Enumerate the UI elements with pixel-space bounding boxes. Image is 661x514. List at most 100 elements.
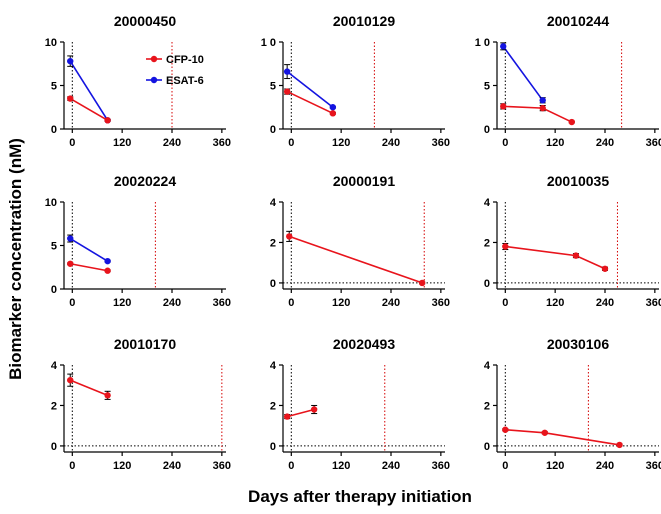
x-tick-label: 360 xyxy=(646,137,661,149)
x-tick-label: 240 xyxy=(163,137,181,149)
legend-label: CFP-10 xyxy=(166,54,204,66)
data-point-esat6 xyxy=(104,257,111,265)
y-tick-label: 1 0 xyxy=(475,37,490,49)
series-line-esat6 xyxy=(69,60,109,121)
y-tick-label: 0 xyxy=(51,124,57,136)
x-tick-label: 360 xyxy=(432,137,450,149)
data-point-esat6 xyxy=(539,97,546,104)
series-line-cfp10 xyxy=(505,245,606,270)
panel-title: 20020493 xyxy=(333,336,396,352)
x-tick-label: 240 xyxy=(163,297,181,309)
x-tick-label: 0 xyxy=(288,297,294,309)
x-tick-label: 120 xyxy=(332,137,350,149)
y-tick-label: 0 xyxy=(270,124,276,136)
panel-title: 20020224 xyxy=(114,173,177,189)
x-tick-label: 0 xyxy=(288,460,294,472)
panel-title: 20030106 xyxy=(547,336,610,352)
panel-title: 20000191 xyxy=(333,173,396,189)
x-tick-label: 240 xyxy=(382,137,400,149)
data-point-cfp10 xyxy=(418,279,426,287)
x-tick-label: 360 xyxy=(213,460,231,472)
y-tick-label: 0 xyxy=(484,278,490,290)
series-line-esat6 xyxy=(69,237,109,262)
panel-title: 20010129 xyxy=(333,13,396,29)
data-point-cfp10 xyxy=(67,95,74,102)
x-tick-label: 120 xyxy=(332,297,350,309)
panel-title: 20010035 xyxy=(547,173,610,189)
data-point-cfp10 xyxy=(67,376,74,384)
y-tick-label: 4 xyxy=(270,197,277,209)
data-point-cfp10 xyxy=(539,104,546,112)
y-tick-label: 5 xyxy=(484,81,490,93)
y-tick-label: 1 0 xyxy=(261,37,276,49)
figure-x-axis-label: Days after therapy initiation xyxy=(248,487,472,506)
x-tick-label: 360 xyxy=(432,460,450,472)
x-tick-label: 0 xyxy=(288,137,294,149)
x-tick-label: 240 xyxy=(596,297,614,309)
y-tick-label: 2 xyxy=(51,400,57,412)
x-tick-label: 240 xyxy=(596,137,614,149)
data-point-esat6 xyxy=(67,235,74,242)
y-tick-label: 5 xyxy=(51,81,57,93)
data-point-cfp10 xyxy=(616,441,623,449)
y-tick-label: 5 xyxy=(51,241,57,253)
data-point-cfp10 xyxy=(500,103,507,110)
x-tick-label: 0 xyxy=(69,460,75,472)
legend-swatch-marker xyxy=(150,76,158,84)
x-tick-label: 120 xyxy=(113,137,131,149)
series-line-esat6 xyxy=(286,70,334,108)
series-line-cfp10 xyxy=(69,97,109,121)
y-tick-label: 2 xyxy=(270,237,276,249)
y-tick-label: 2 xyxy=(270,400,276,412)
data-point-cfp10 xyxy=(104,117,111,124)
legend-swatch-marker xyxy=(150,55,158,63)
x-tick-label: 120 xyxy=(546,460,564,472)
x-tick-label: 0 xyxy=(502,137,508,149)
y-tick-label: 2 xyxy=(484,237,490,249)
y-tick-label: 4 xyxy=(51,360,58,372)
x-tick-label: 120 xyxy=(113,460,131,472)
panel-20020224: 20020224 0 5 10 0 120 240 360 xyxy=(45,173,231,309)
y-tick-label: 5 xyxy=(270,81,276,93)
x-tick-label: 0 xyxy=(502,460,508,472)
panel-title: 20010170 xyxy=(114,336,177,352)
y-tick-label: 0 xyxy=(270,441,276,453)
y-tick-label: 0 xyxy=(51,284,57,296)
data-point-cfp10 xyxy=(286,233,293,240)
y-tick-label: 10 xyxy=(45,37,57,49)
x-tick-label: 240 xyxy=(163,460,181,472)
panel-title: 20010244 xyxy=(547,13,610,29)
data-point-cfp10 xyxy=(104,392,111,399)
y-tick-label: 4 xyxy=(484,197,491,209)
y-tick-label: 0 xyxy=(484,441,490,453)
x-tick-label: 240 xyxy=(382,460,400,472)
data-point-cfp10 xyxy=(502,243,509,250)
x-tick-label: 120 xyxy=(332,460,350,472)
x-tick-label: 0 xyxy=(69,297,75,309)
x-tick-label: 360 xyxy=(432,297,450,309)
y-tick-label: 0 xyxy=(270,278,276,290)
data-point-esat6 xyxy=(329,104,337,111)
x-tick-label: 0 xyxy=(69,137,75,149)
y-tick-label: 4 xyxy=(484,360,491,372)
series-line-cfp10 xyxy=(286,408,315,418)
x-tick-label: 360 xyxy=(213,297,231,309)
series-line-cfp10 xyxy=(505,428,620,446)
x-tick-label: 120 xyxy=(113,297,131,309)
x-tick-label: 0 xyxy=(502,297,508,309)
data-point-esat6 xyxy=(283,68,291,75)
panel-title: 20000450 xyxy=(114,13,177,29)
data-point-cfp10 xyxy=(329,110,337,117)
y-tick-label: 10 xyxy=(45,197,57,209)
x-tick-label: 360 xyxy=(646,460,661,472)
data-point-cfp10 xyxy=(310,406,318,413)
data-point-cfp10 xyxy=(67,260,74,267)
panel-20000450: 20000450 0 5 10 0 120 240 360 CFP-10 ESAT-6 xyxy=(45,13,231,149)
data-point-cfp10 xyxy=(283,413,291,420)
